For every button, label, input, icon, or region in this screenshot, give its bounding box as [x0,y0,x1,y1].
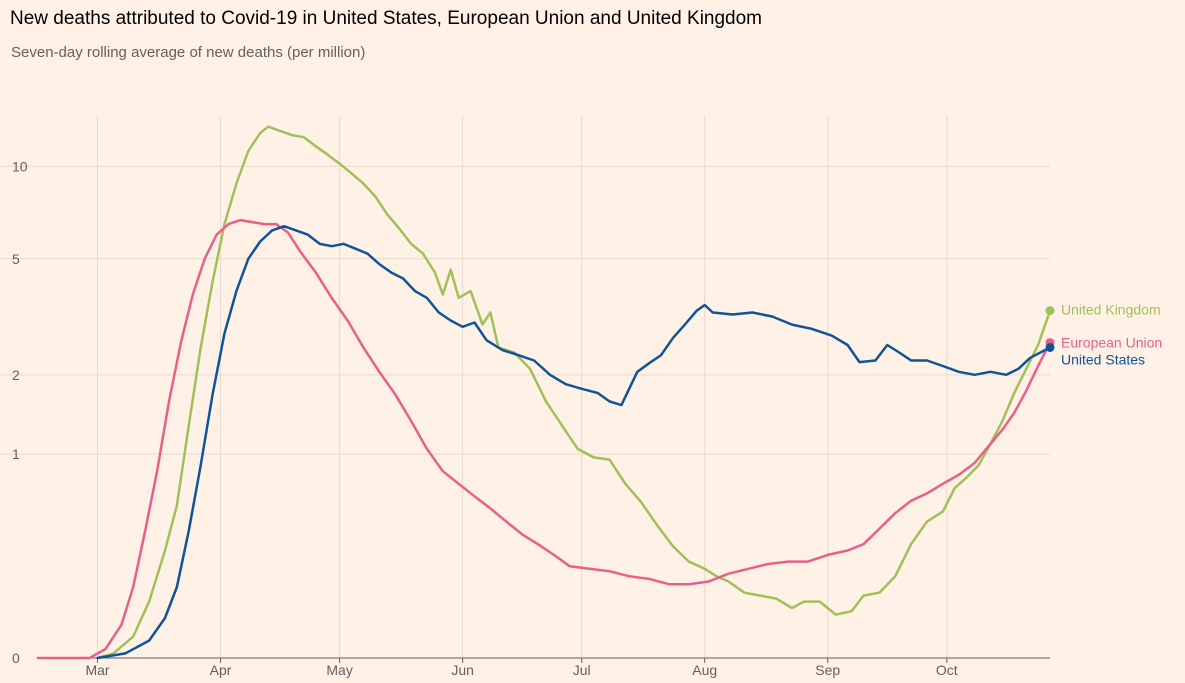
series-label-united-states: United States [1061,351,1145,367]
x-tick-label: Oct [936,662,958,678]
series-label-united-kingdom: United Kingdom [1061,302,1161,318]
x-tick-label: Jun [451,662,474,678]
y-tick-label: 10 [12,158,28,174]
chart-title: New deaths attributed to Covid-19 in Uni… [10,8,763,29]
x-tick-label: Aug [692,662,717,678]
y-tick-label: 5 [12,251,20,267]
series-line-united-states [96,224,1052,660]
y-tick-label: 1 [12,446,20,462]
y-tick-label: 2 [12,367,20,383]
chart-subtitle: Seven-day rolling average of new deaths … [11,44,366,61]
series-label-european-union: European Union [1061,335,1162,351]
end-point-united-kingdom [1045,306,1055,316]
end-point-united-states [1045,342,1055,352]
y-tick-label: 0 [12,650,20,666]
x-tick-label: Mar [85,662,109,678]
x-tick-label: Apr [210,662,232,678]
x-tick-label: May [326,662,352,678]
series [36,125,1055,660]
x-tick-label: Jul [573,662,591,678]
series-line-european-union [36,218,1052,660]
axes: 0 1 2 5 10 Mar Apr May Jun Jul Aug Sep Oct [12,158,1050,678]
series-line-united-kingdom [96,125,1052,660]
x-tick-label: Sep [815,662,840,678]
